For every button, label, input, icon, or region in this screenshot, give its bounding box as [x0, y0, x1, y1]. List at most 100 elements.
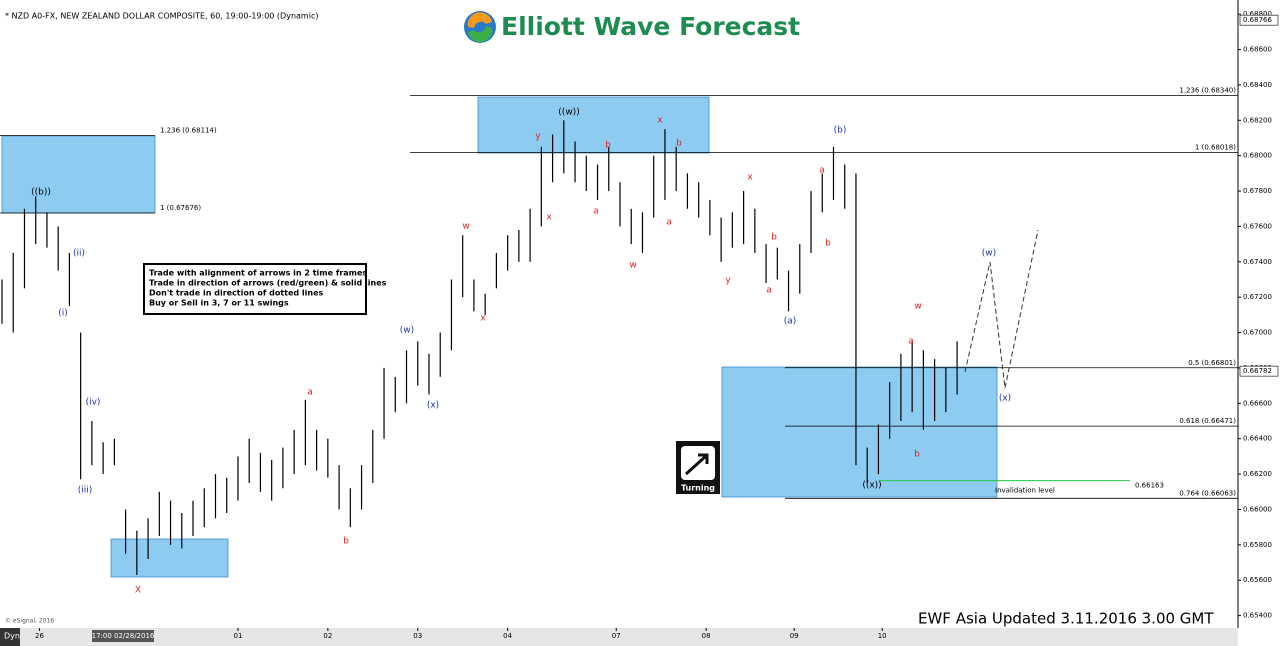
x-tick-label: 10	[878, 632, 887, 640]
y-tick-label: 0.66000	[1243, 505, 1272, 513]
price-marker	[1239, 365, 1279, 377]
x-tick-label: 02	[323, 632, 332, 640]
y-tick-label: 0.68000	[1243, 152, 1272, 160]
wave-label: b	[605, 141, 611, 151]
wave-label: ((w))	[558, 108, 579, 118]
y-tick-label: 0.65600	[1243, 576, 1272, 584]
y-tick-label: 0.66400	[1243, 435, 1272, 443]
wave-label: b	[914, 450, 920, 460]
turning-label: Turning	[681, 484, 715, 493]
wave-label: a	[666, 218, 672, 228]
invalidation-value: 0.66163	[1135, 482, 1164, 490]
wave-label: (iii)	[78, 486, 93, 496]
zone-box	[1, 135, 156, 214]
wave-label: ((x))	[862, 481, 881, 491]
y-tick-label: 0.67400	[1243, 258, 1272, 266]
wave-label: b	[676, 139, 682, 149]
y-tick-label: 0.67200	[1243, 293, 1272, 301]
rule-text: Buy or Sell in 3, 7 or 11 swings	[149, 299, 289, 308]
projection-path	[964, 229, 1039, 389]
price-marker-label: 0.66782	[1243, 367, 1272, 375]
y-tick-label: 0.65800	[1243, 541, 1272, 549]
wave-label: (w)	[982, 249, 996, 259]
wave-label: b	[771, 233, 777, 243]
logo-text: Elliott Wave Forecast	[501, 12, 800, 41]
fib-label: 1 (0.68018)	[1195, 143, 1236, 151]
wave-label: w	[462, 222, 469, 232]
invalidation-label: Invalidation level	[995, 487, 1055, 495]
price-marker	[1239, 14, 1279, 26]
wave-label: (a)	[784, 317, 797, 327]
fib-label: 0.618 (0.66471)	[1179, 417, 1236, 425]
y-tick-label: 0.67600	[1243, 222, 1272, 230]
wave-label: a	[593, 207, 599, 217]
x-tick-label: 09	[790, 632, 799, 640]
y-tick-label: 0.66600	[1243, 399, 1272, 407]
cursor-label: 17:00 02/28/2016	[92, 632, 155, 640]
x-tick-label: 03	[413, 632, 422, 640]
wave-label: (x)	[427, 401, 439, 411]
y-tick-label: 0.65400	[1243, 612, 1272, 620]
wave-label: w	[629, 261, 636, 271]
copyright: © eSignal, 2016	[5, 618, 54, 625]
fib-label: 1 (0.67676)	[160, 204, 201, 212]
wave-label: x	[480, 314, 486, 324]
logo-bg	[458, 8, 780, 46]
fib-label: 0.764 (0.66063)	[1179, 489, 1236, 497]
wave-label: x	[747, 173, 753, 183]
y-tick-label: 0.68800	[1243, 10, 1272, 18]
y-tick-label: 0.68400	[1243, 81, 1272, 89]
fib-label: 0.5 (0.66801)	[1188, 359, 1236, 367]
wave-label: ((b))	[31, 188, 51, 198]
axis-mode: Dyn	[4, 632, 20, 641]
fib-label: 1.236 (0.68340)	[1179, 87, 1236, 95]
wave-label: X	[135, 586, 141, 596]
y-tick-label: 0.68600	[1243, 46, 1272, 54]
chart-header: * NZD A0-FX, NEW ZEALAND DOLLAR COMPOSIT…	[5, 12, 318, 21]
fib-label: 1.236 (0.68114)	[160, 127, 217, 135]
wave-label: y	[535, 132, 541, 142]
wave-label: b	[343, 537, 349, 547]
wave-label: w	[914, 302, 921, 312]
wave-label: y	[725, 276, 731, 286]
logo-swirl	[467, 12, 492, 28]
zone-box	[477, 96, 710, 154]
price-marker-label: 0.68766	[1243, 16, 1272, 24]
y-tick-label: 0.68200	[1243, 116, 1272, 124]
y-tick-label: 0.66200	[1243, 470, 1272, 478]
wave-label: (ii)	[73, 249, 85, 259]
wave-label: x	[657, 116, 663, 126]
wave-label: (w)	[400, 326, 414, 336]
x-tick-label: 08	[702, 632, 711, 640]
logo-swirl	[468, 26, 493, 43]
wave-label: a	[908, 337, 914, 347]
rules-box	[143, 263, 367, 315]
x-tick-label: 04	[503, 632, 512, 640]
rule-text: Don't trade in direction of dotted lines	[149, 289, 324, 298]
wave-label: a	[819, 166, 825, 176]
fib-group: 1.236 (0.68114) 1 (0.67676) 1.236 (0.68340…	[0, 87, 1238, 499]
wave-label: b	[825, 239, 831, 249]
zone-box	[110, 538, 229, 578]
zone-box	[721, 366, 998, 498]
wave-label: a	[307, 388, 313, 398]
turning-arrow	[684, 453, 709, 476]
x-axis-bg	[0, 628, 1238, 646]
wave-label: (i)	[58, 309, 68, 319]
wave-label: a	[766, 286, 772, 296]
wave-label: (x)	[999, 394, 1011, 404]
y-tick-label: 0.67000	[1243, 329, 1272, 337]
y-tick-label: 0.67800	[1243, 187, 1272, 195]
rule-text: Trade with alignment of arrows in 2 time…	[149, 269, 367, 278]
axis-mode-box	[0, 628, 20, 646]
cursor-box	[92, 630, 154, 642]
wave-label: x	[546, 213, 552, 223]
footer-note: EWF Asia Updated 3.11.2016 3.00 GMT	[918, 610, 1214, 628]
rule-text: Trade in direction of arrows (red/green)…	[149, 279, 387, 288]
wave-label: (b)	[834, 126, 847, 136]
price-bars	[1, 120, 958, 575]
x-tick-label: 01	[234, 632, 243, 640]
x-tick-label: 07	[612, 632, 621, 640]
